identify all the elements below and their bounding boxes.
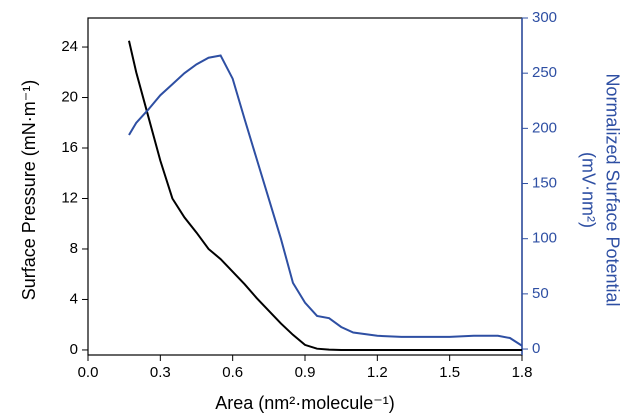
y2-tick-label: 200 [532,119,557,136]
y-tick-label: 16 [61,139,78,156]
y2-tick-label: 250 [532,64,557,81]
x-tick-label: 0.3 [150,364,171,381]
x-tick-label: 0.0 [78,364,99,381]
y2-tick-label: 100 [532,230,557,247]
y-tick-label: 4 [70,290,78,307]
x-tick-label: 0.9 [295,364,316,381]
y-tick-label: 8 [70,240,78,257]
y-tick-label: 20 [61,88,78,105]
y2-axis-label: (mV·nm²) [578,152,598,228]
x-tick-label: 1.5 [439,364,460,381]
y2-tick-label: 300 [532,9,557,26]
y-tick-label: 0 [70,341,78,358]
x-axis-label: Area (nm²·molecule⁻¹) [215,393,395,413]
y-axis-label: Surface Pressure (mN·m⁻¹) [19,80,39,301]
y2-tick-label: 0 [532,340,540,357]
data-line [128,54,523,347]
plot-frame [87,17,523,356]
data-line [128,40,522,351]
x-tick-label: 0.6 [222,364,243,381]
y2-tick-label: 50 [532,285,549,302]
x-tick-label: 1.2 [367,364,388,381]
y-tick-label: 12 [61,189,78,206]
x-tick-label: 1.8 [512,364,533,381]
y2-axis-label: Normalized Surface Potential [602,73,622,306]
y2-tick-label: 150 [532,174,557,191]
y-tick-label: 24 [61,38,78,55]
